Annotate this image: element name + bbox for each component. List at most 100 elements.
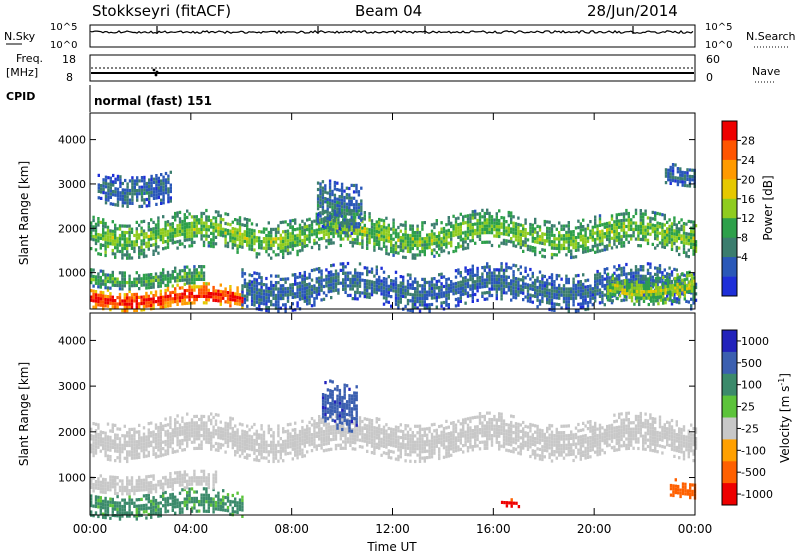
power-cell [505, 262, 508, 266]
power-cell [202, 243, 206, 248]
power-cell [610, 278, 614, 282]
power-cell [411, 309, 414, 313]
power-cell [402, 278, 405, 282]
power-cell [589, 287, 592, 291]
power-cell [296, 294, 299, 299]
power-cell [246, 240, 249, 244]
power-cell [481, 291, 484, 295]
power-cell [226, 228, 230, 233]
power-cell [195, 227, 198, 232]
power-cell [174, 227, 177, 232]
power-cell [159, 278, 162, 282]
power-cell [316, 213, 320, 217]
power-cell [116, 190, 120, 194]
power-cell [100, 184, 103, 188]
power-cell [152, 306, 155, 310]
velocity-cell [121, 508, 124, 512]
power-cell [630, 292, 634, 296]
power-cell [418, 284, 422, 288]
power-cell [188, 301, 191, 305]
power-cell [447, 290, 450, 294]
power-cell [637, 277, 640, 281]
power-cell [666, 230, 669, 234]
power-cell [663, 281, 666, 285]
power-cell [534, 278, 537, 282]
power-cell [339, 268, 342, 272]
power-cell [440, 272, 443, 276]
power-cell [659, 289, 662, 293]
power-cell [390, 288, 393, 292]
power-cell [260, 230, 263, 234]
power-cell [586, 285, 590, 289]
power-cell [207, 295, 210, 299]
velocity-cell [212, 497, 215, 501]
power-cell [548, 301, 551, 305]
power-cell [99, 282, 102, 286]
power-cell [438, 292, 441, 296]
power-cell [97, 189, 100, 193]
power-cell [606, 234, 609, 238]
power-cell [333, 187, 337, 191]
power-cell [222, 227, 225, 231]
power-cell [217, 213, 220, 217]
power-cell [291, 302, 294, 306]
velocity-cell [102, 447, 105, 451]
power-cell [169, 235, 172, 239]
power-cell [193, 215, 196, 219]
power-cell [291, 225, 294, 229]
power-cell [357, 193, 361, 197]
power-cell [652, 283, 655, 287]
power-cell [390, 246, 393, 250]
power-cell [282, 236, 285, 240]
power-cell [421, 221, 424, 225]
power-cell [133, 277, 136, 281]
power-cell [426, 236, 429, 240]
power-cell [438, 231, 441, 235]
power-cell [190, 244, 194, 248]
power-cell [562, 224, 566, 228]
power-cell [140, 198, 144, 202]
power-cell [505, 226, 508, 230]
velocity-cell [152, 499, 155, 503]
power-cell [121, 299, 124, 303]
power-cell [666, 240, 669, 244]
power-cell [608, 227, 611, 231]
power-cell [609, 292, 612, 296]
power-cell [231, 236, 234, 240]
power-cell [178, 242, 182, 246]
power-cell [169, 222, 172, 226]
power-cell [279, 249, 282, 253]
velocity-cell [118, 443, 122, 447]
power-cell [582, 228, 585, 232]
power-cell [198, 294, 201, 298]
power-cell [308, 288, 311, 292]
power-cell [286, 235, 290, 240]
power-cell [255, 281, 259, 285]
power-cell [154, 290, 158, 294]
power-cell [574, 239, 578, 243]
power-cell [500, 265, 503, 269]
power-cell [543, 281, 546, 285]
power-cell [219, 299, 222, 303]
power-cell [654, 227, 657, 231]
power-cell [195, 224, 198, 228]
power-cell [373, 239, 376, 243]
velocity-cell [195, 509, 198, 513]
power-cell [370, 219, 374, 223]
power-cell [138, 287, 141, 291]
velocity-cell [241, 508, 244, 512]
power-cell [674, 179, 677, 183]
power-cell [258, 252, 261, 256]
power-cell [536, 240, 539, 244]
power-cell [486, 297, 489, 301]
power-cell [690, 242, 693, 246]
power-cell [402, 288, 405, 292]
power-cell [500, 287, 503, 291]
velocity-cell [92, 450, 95, 454]
power-cell [582, 289, 585, 293]
power-cell [675, 249, 678, 253]
power-cell [162, 305, 165, 309]
power-cell [260, 285, 263, 289]
power-cell [658, 222, 662, 226]
power-cell [296, 291, 299, 295]
